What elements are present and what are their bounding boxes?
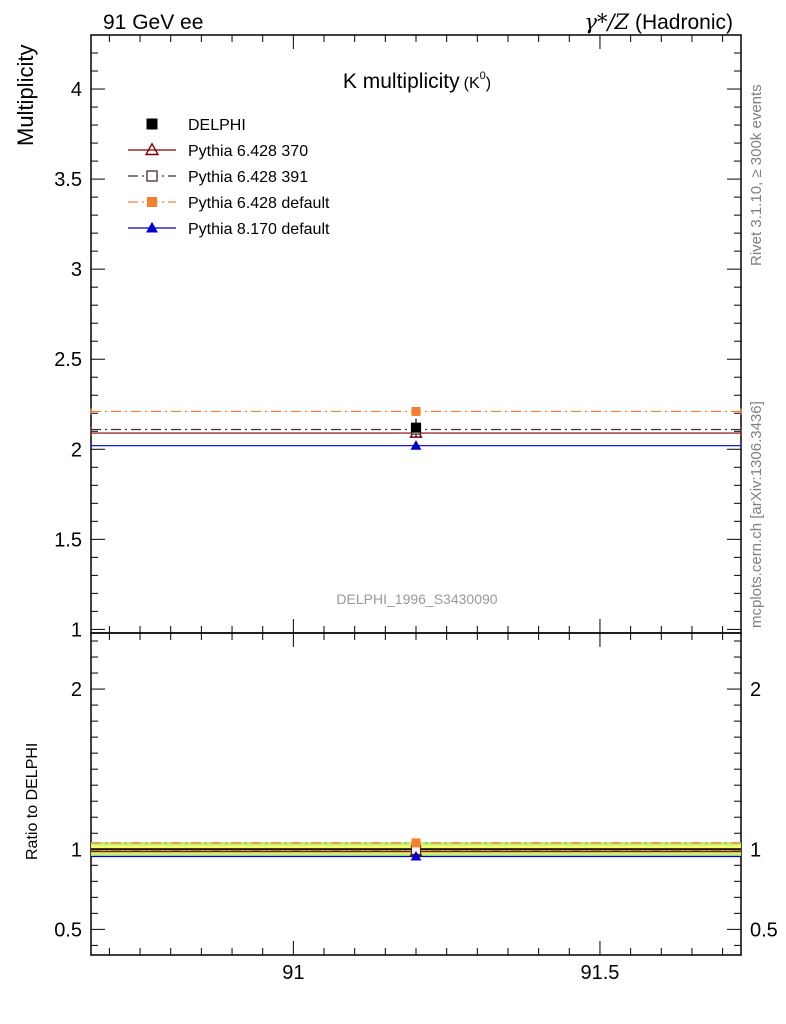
series-marker	[411, 422, 421, 433]
energy-label: 91 GeV ee	[103, 11, 203, 34]
main-series-markers	[409, 406, 423, 450]
y-tick-label: 1	[71, 619, 82, 641]
series-marker	[410, 440, 422, 450]
plot-title: K multiplicity (K0)	[343, 70, 491, 93]
process-label: γ*/Z (Hadronic)	[584, 10, 733, 34]
ratio-y-axis-label: Ratio to DELPHI	[24, 743, 41, 860]
legend-marker	[147, 197, 157, 207]
ratio-y-ticks: 0.5 0.5 1 1 2 2	[54, 640, 778, 946]
ratio-tick-label-right: 1	[750, 839, 761, 861]
legend-label: Pythia 6.428 370	[188, 143, 308, 160]
ratio-series-markers	[409, 838, 423, 861]
y-tick-label: 3	[71, 259, 82, 281]
ratio-tick-label-left: 0.5	[54, 919, 82, 941]
process-symbol: γ*/Z	[584, 10, 629, 34]
x-tick-label: 91.5	[580, 962, 619, 984]
legend-label: Pythia 6.428 391	[188, 169, 308, 186]
ratio-plot-frame	[90, 632, 742, 956]
legend-label: DELPHI	[188, 117, 246, 134]
plot-title-superscript: 0	[480, 70, 486, 82]
y-tick-label: 1.5	[54, 529, 82, 551]
ratio-tick-label-left: 2	[71, 679, 82, 701]
ratio-tick-label-left: 1	[71, 839, 82, 861]
y-tick-label: 2.5	[54, 349, 82, 371]
legend-marker	[146, 118, 158, 130]
legend: DELPHI Pythia 6.428 370 Pythia 6.428 391 Py…	[128, 117, 330, 238]
plot-title-close: )	[486, 75, 491, 92]
legend-label: Pythia 6.428 default	[188, 195, 330, 212]
legend-label: Pythia 8.170 default	[188, 221, 330, 238]
ratio-plot-panel: 0.5 0.5 1 1 2 2 91 91.5 Ratio to DELPHI	[24, 35, 778, 984]
x-tick-label: 91	[282, 962, 304, 984]
ratio-tick-label-right: 2	[750, 679, 761, 701]
analysis-id-label: DELPHI_1996_S3430090	[336, 591, 497, 607]
main-y-ticks: 1 1.5 2 2.5 3 3.5 4	[54, 52, 741, 641]
rivet-label: Rivet 3.1.10, ≥ 300k events	[748, 84, 765, 266]
ratio-series-marker	[410, 850, 422, 861]
main-plot-panel: 1 1.5 2 2.5 3 3.5 4 K multiplicity (K0) DELPHI_…	[13, 34, 742, 641]
x-axis-ticks: 91 91.5	[108, 35, 724, 984]
series-marker	[411, 406, 421, 416]
y-tick-label: 4	[71, 79, 82, 101]
y-tick-label: 3.5	[54, 169, 82, 191]
legend-marker	[144, 142, 160, 156]
y-tick-label: 2	[71, 439, 82, 461]
ratio-tick-label-right: 0.5	[750, 919, 778, 941]
process-qualifier: (Hadronic)	[635, 11, 733, 34]
plot-title-particle: (K	[464, 75, 480, 92]
y-axis-label: Multiplicity	[13, 45, 38, 146]
plot-title-main: K multiplicity	[343, 70, 460, 93]
legend-marker	[146, 170, 158, 182]
legend-marker	[146, 221, 158, 233]
ratio-series-marker	[411, 838, 421, 848]
mcplots-label: mcplots.cern.ch [arXiv:1306.3436]	[748, 401, 765, 628]
